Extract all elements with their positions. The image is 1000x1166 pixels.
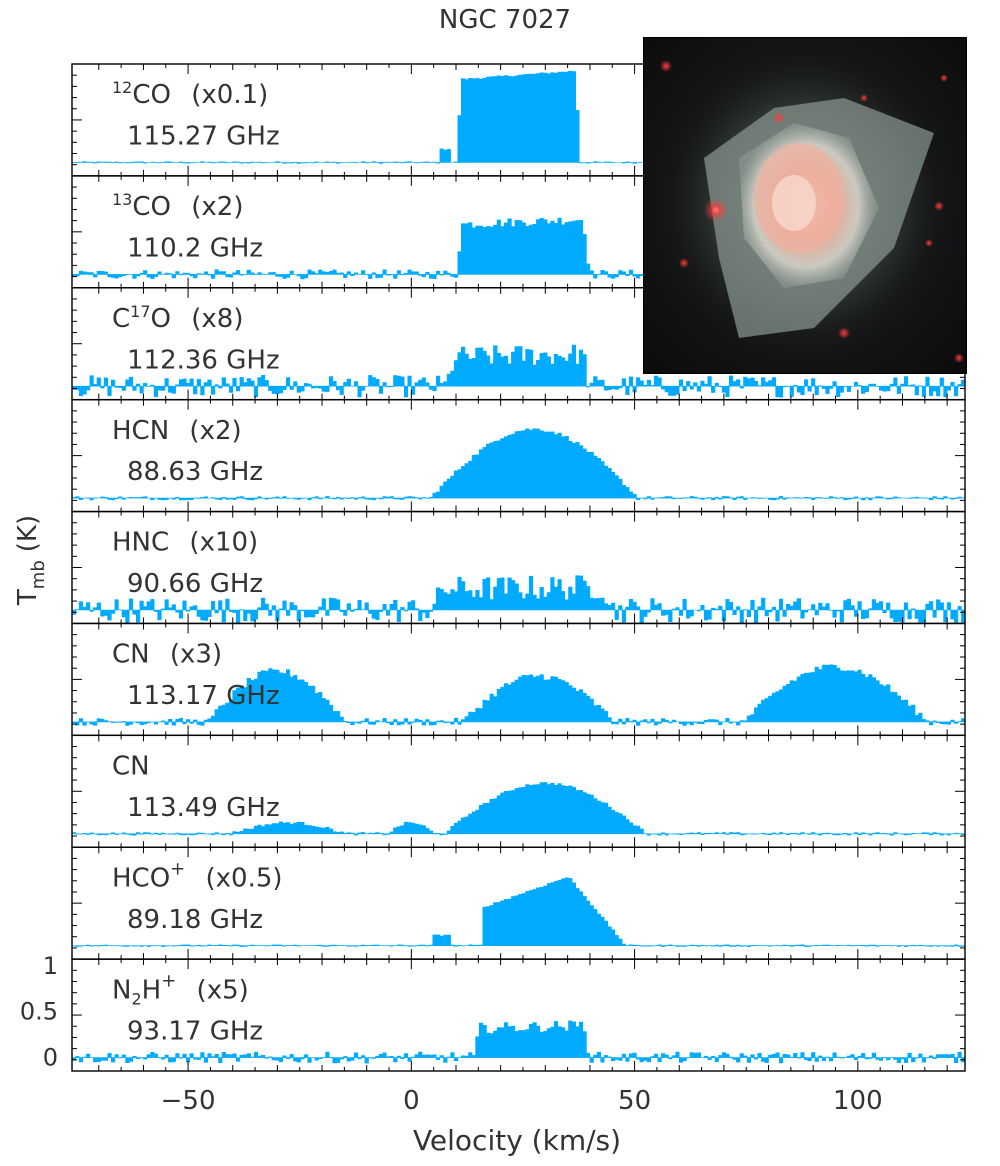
- y-label-main: T: [13, 589, 43, 606]
- nebula-image-inset: [643, 37, 967, 374]
- scale-factor: (x3): [162, 640, 222, 670]
- molecule-label-co13: 13CO (x2): [112, 190, 243, 222]
- molecule-name: HNC: [112, 528, 169, 558]
- molecule-name: CN: [112, 751, 150, 781]
- charge-sup: +: [161, 970, 176, 991]
- spectrum-cn1: [71, 664, 966, 726]
- y-label-sub: mb: [28, 560, 49, 589]
- frequency-label-n2hp: 93.17 GHz: [127, 1017, 263, 1047]
- frequency-label-c17o: 112.36 GHz: [127, 345, 280, 375]
- x-tick-label: 50: [618, 1086, 651, 1116]
- molecule-label-co12: 12CO (x0.1): [112, 78, 268, 110]
- y-tick-label: 0.5: [20, 998, 58, 1026]
- scale-factor: (x2): [183, 192, 243, 222]
- molecule-name: HCO: [112, 863, 170, 893]
- panel-cn2: CN 113.49 GHz: [71, 734, 966, 848]
- frequency-label-co13: 110.2 GHz: [127, 233, 263, 263]
- frequency-label-hnc: 90.66 GHz: [127, 569, 263, 599]
- molecule-name: C: [112, 304, 130, 334]
- molecule-name: CO: [132, 80, 171, 110]
- scale-factor: (x5): [188, 975, 248, 1005]
- isotope-sup: 12: [112, 78, 132, 97]
- molecule-name: HCN: [112, 416, 169, 446]
- svg-text:Tmb(K): Tmb (K): [13, 515, 49, 606]
- scale-factor: (x8): [183, 304, 243, 334]
- scale-factor: (x0.1): [183, 80, 268, 110]
- molecule-label-c17o: C17O (x8): [112, 302, 243, 334]
- panel-n2hp: N2H+ (x5) 93.17 GHz 0 0.5 1: [20, 952, 966, 1072]
- chart-title: NGC 7027: [439, 5, 571, 35]
- frequency-label-cn2: 113.49 GHz: [127, 793, 280, 823]
- molecule-label-cn2: CN: [112, 751, 150, 781]
- charge-sup: +: [170, 858, 185, 879]
- x-tick-label: 100: [833, 1086, 883, 1116]
- spectrum-hcn: [71, 428, 966, 501]
- x-tick-label: 0: [403, 1086, 420, 1116]
- panel-cn1: CN (x3) 113.17 GHz: [71, 622, 966, 737]
- spectrum-cn2: [71, 782, 966, 836]
- spectrum-n2hp: [71, 1020, 966, 1064]
- y-axis-label: Tmb (K): [13, 515, 49, 606]
- molecule-name: CO: [132, 192, 171, 222]
- y-label-unit: (K): [13, 515, 43, 552]
- y-tick-label: 0: [43, 1044, 58, 1072]
- molecule-name2: H: [142, 975, 162, 1005]
- molecule-name2: O: [151, 304, 171, 334]
- molecule-name: CN: [112, 640, 150, 670]
- scale-factor: (x2): [181, 416, 241, 446]
- molecule-label-hcn: HCN (x2): [112, 416, 242, 446]
- molecule-label-n2hp: N2H+ (x5): [112, 970, 249, 1008]
- isotope-sup: 17: [130, 302, 150, 321]
- x-tick-label: −50: [161, 1086, 216, 1116]
- spectrum-hnc: [71, 575, 966, 624]
- molecule-label-hnc: HNC (x10): [112, 528, 258, 558]
- axis-labels: Velocity (km/s) Tmb (K): [13, 515, 621, 1157]
- y-tick-label: 1: [43, 952, 58, 980]
- scale-factor: (x0.5): [197, 863, 282, 893]
- scale-factor: (x10): [181, 528, 258, 558]
- frequency-label-hcn: 88.63 GHz: [127, 457, 263, 487]
- frequency-label-co12: 115.27 GHz: [127, 122, 280, 152]
- molecule-sub: 2: [131, 989, 141, 1008]
- frequency-label-hcop: 89.18 GHz: [127, 905, 263, 935]
- panel-hnc: HNC (x10) 90.66 GHz: [71, 510, 966, 625]
- panel-hcn: HCN (x2) 88.63 GHz: [71, 398, 966, 513]
- x-axis-label: Velocity (km/s): [413, 1124, 621, 1157]
- frequency-label-cn1: 113.17 GHz: [127, 681, 280, 711]
- isotope-sup: 13: [112, 190, 132, 209]
- molecule-name: N: [112, 975, 131, 1005]
- spectrum-c17o: [71, 344, 966, 398]
- molecule-label-hcop: HCO+ (x0.5): [112, 858, 283, 893]
- molecule-label-cn1: CN (x3): [112, 640, 222, 670]
- spectrum-hcop: [71, 877, 966, 947]
- nebula-icon: [654, 43, 964, 363]
- panel-hcop: HCO+ (x0.5) 89.18 GHz: [71, 846, 966, 960]
